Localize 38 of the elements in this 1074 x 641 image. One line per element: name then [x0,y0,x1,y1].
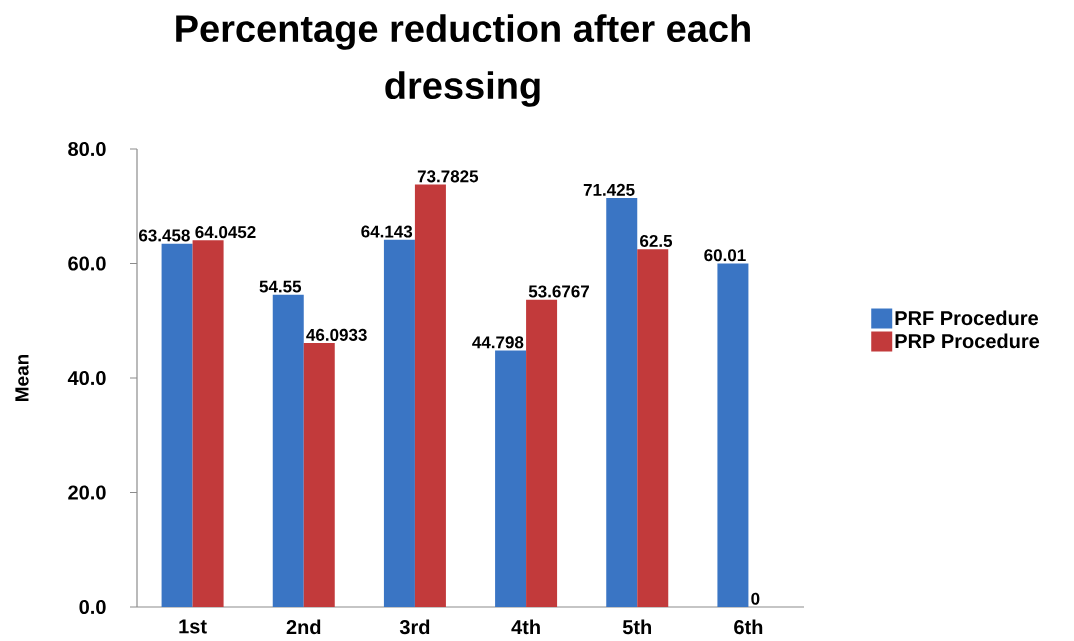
data-label: 60.01 [704,249,746,262]
bar [383,239,415,607]
legend-label: PRP Procedure [895,333,1040,349]
x-tick-label: 6th [734,619,763,635]
chart-title: Percentage reduction after each dressing [176,14,750,107]
data-label: 71.425 [583,183,635,196]
bar [414,184,446,607]
x-tick-label: 2nd [286,619,321,635]
y-axis-title: Mean [15,354,29,402]
data-label: 54.55 [259,280,302,293]
x-tick-label: 3rd [399,619,430,635]
data-label: 64.0452 [195,226,256,239]
y-tick-label: 0.0 [79,599,106,615]
y-tick-label: 40.0 [67,370,106,386]
data-label: 44.798 [472,336,524,349]
data-label: 46.0933 [306,328,367,341]
bar [192,240,224,607]
data-label: 73.7825 [417,170,479,183]
x-tick-label: 1st [179,619,207,634]
x-tick-label: 4th [511,619,540,635]
data-label: 62.5 [640,234,673,247]
bar [637,249,669,607]
bar [303,343,335,607]
bar [606,198,638,607]
legend-label: PRF Procedure [895,310,1039,326]
data-label: 64.143 [361,225,413,238]
y-tick-label: 20.0 [68,485,106,500]
x-tick-label: 5th [622,619,652,635]
y-tick-label: 80.0 [68,141,106,157]
data-label: 0 [751,592,760,605]
bar [161,243,193,607]
data-label: 53.6767 [528,285,589,298]
y-tick-label: 60.0 [68,256,106,271]
bar [717,263,749,607]
data-label: 63.458 [139,229,190,242]
bar [526,299,558,607]
bar [272,294,304,607]
bar [495,350,527,607]
